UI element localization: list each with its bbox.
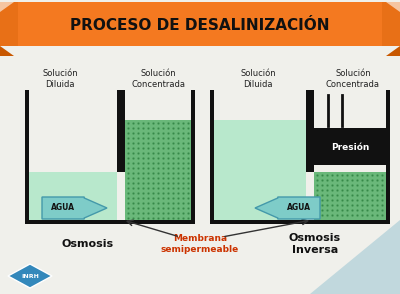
Bar: [25, 220, 195, 224]
Text: Membrana
semipermeable: Membrana semipermeable: [161, 234, 239, 254]
Text: Osmosis
Inversa: Osmosis Inversa: [289, 233, 341, 255]
Text: Solución
Concentrada: Solución Concentrada: [131, 69, 185, 89]
Bar: [25, 90, 29, 224]
Bar: [306, 90, 310, 172]
Bar: [310, 90, 314, 172]
Text: AGUA: AGUA: [287, 203, 311, 213]
Bar: [117, 90, 121, 172]
Text: Osmosis: Osmosis: [62, 239, 114, 249]
Bar: [121, 90, 125, 172]
Polygon shape: [386, 2, 400, 12]
Bar: [191, 90, 195, 224]
Polygon shape: [255, 197, 320, 219]
Text: Solución
Concentrada: Solución Concentrada: [326, 69, 380, 89]
Bar: [29, 172, 117, 220]
Polygon shape: [0, 2, 14, 12]
Polygon shape: [8, 264, 52, 288]
Polygon shape: [42, 197, 107, 219]
Bar: [386, 90, 390, 224]
Polygon shape: [382, 2, 400, 46]
Polygon shape: [310, 220, 400, 294]
Polygon shape: [0, 2, 18, 46]
Text: PROCESO DE DESALINIZACIÓN: PROCESO DE DESALINIZACIÓN: [70, 19, 330, 34]
Polygon shape: [386, 46, 400, 56]
Bar: [0, 2, 400, 46]
Bar: [125, 120, 191, 220]
Polygon shape: [0, 46, 14, 56]
Text: AGUA: AGUA: [51, 203, 75, 213]
Bar: [314, 172, 386, 220]
Text: Solución
Diluida: Solución Diluida: [42, 69, 78, 89]
Text: INRH: INRH: [21, 273, 39, 278]
Bar: [210, 220, 390, 224]
Text: Solución
Diluida: Solución Diluida: [240, 69, 276, 89]
Text: Presión: Presión: [331, 143, 369, 152]
Bar: [210, 90, 214, 224]
Bar: [314, 128, 386, 165]
Bar: [214, 120, 306, 220]
